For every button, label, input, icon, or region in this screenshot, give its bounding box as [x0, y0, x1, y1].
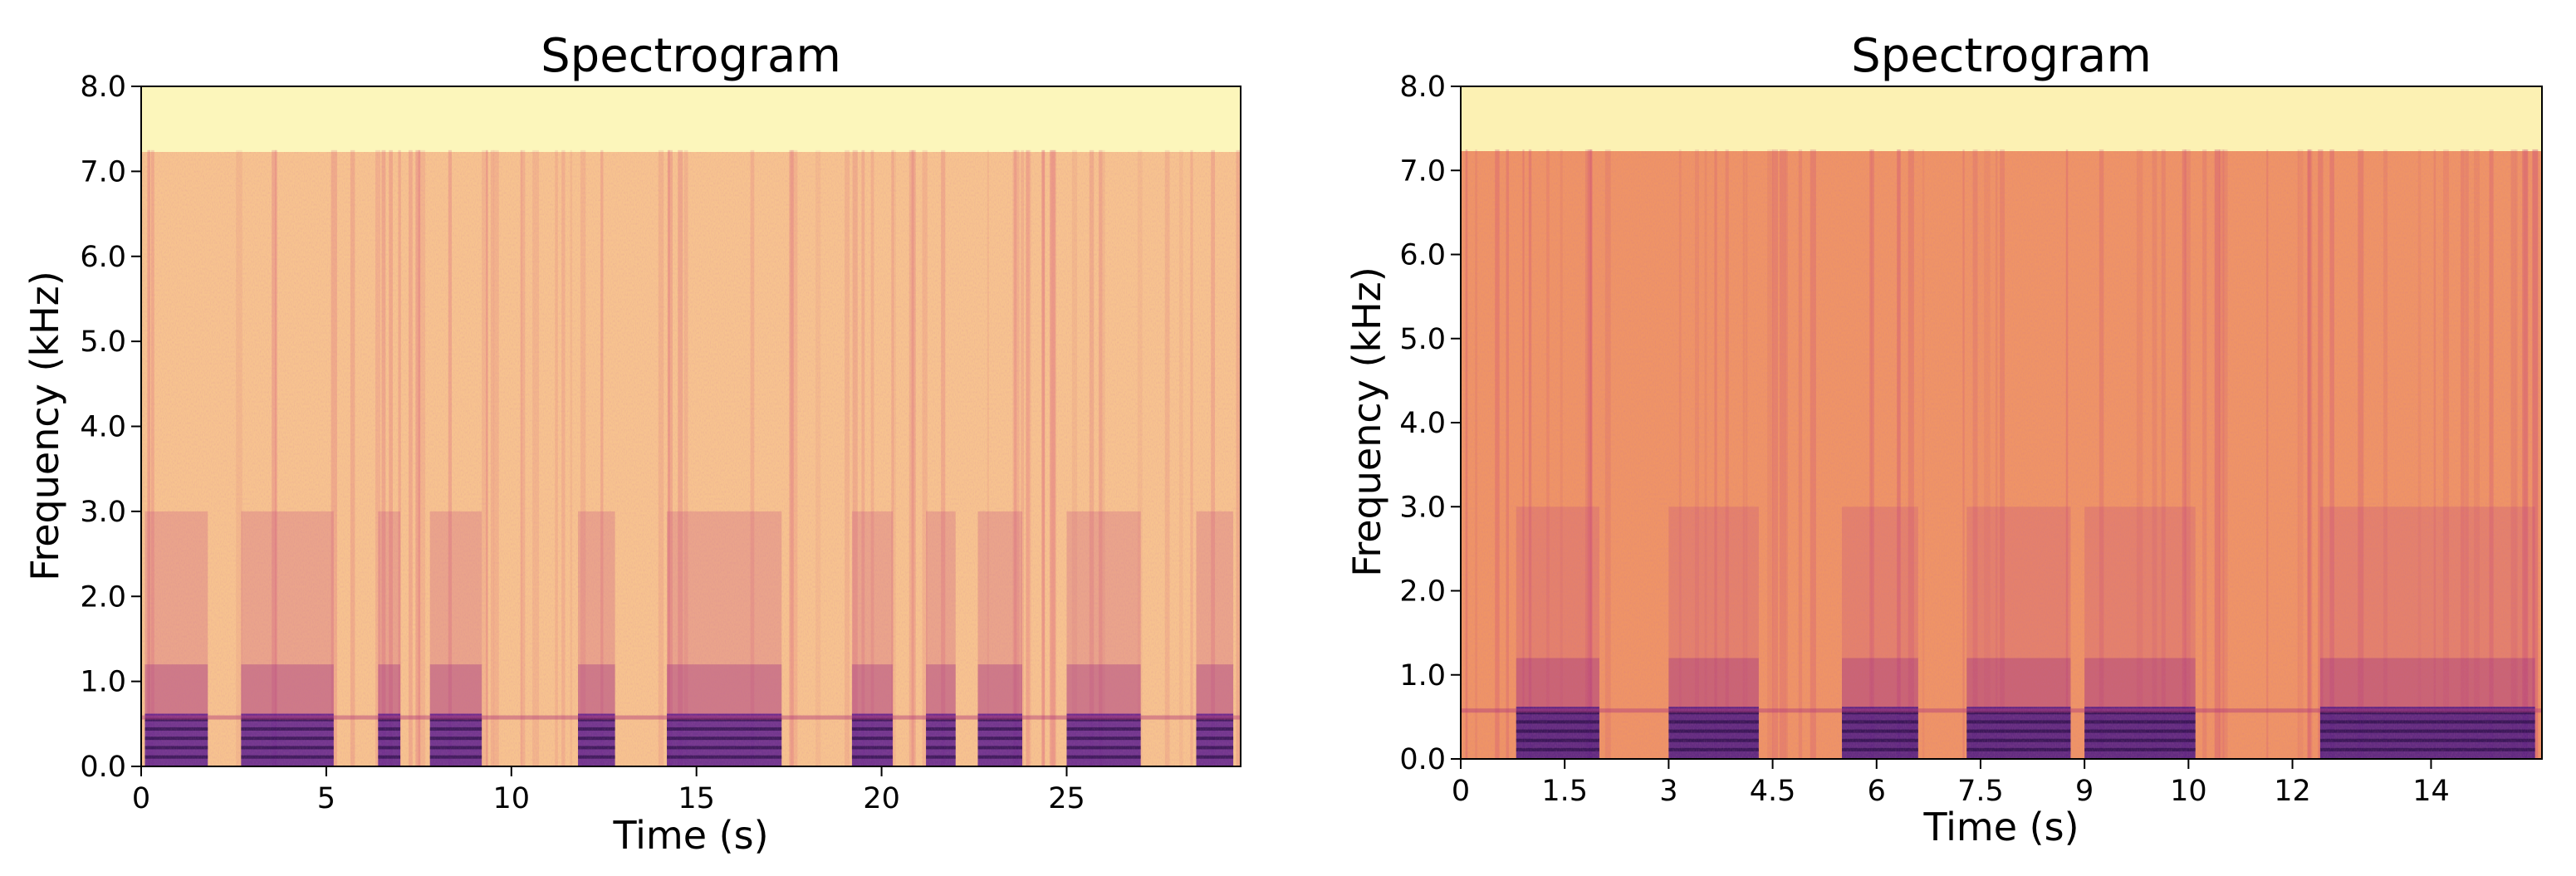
- x-tick-label: 1.5: [1541, 775, 1588, 808]
- y-axis-ticks-left: 0.0 1.0 2.0 3.0 4.0 5.0 6.0 7.0 8.0: [80, 71, 141, 784]
- x-tick-label: 25: [1048, 782, 1085, 815]
- x-axis-label-right: Time (s): [1922, 805, 2079, 849]
- x-tick-label: 0: [132, 782, 150, 815]
- y-tick-label: 7.0: [1399, 154, 1446, 188]
- x-tick-label: 9: [2075, 775, 2094, 808]
- x-tick-label: 0: [1452, 775, 1470, 808]
- spectrogram-panel-left: Spectrogram 0.01.02.03.04.05.06.07.08.0 …: [22, 29, 1241, 858]
- x-tick-label: 7.5: [1957, 775, 2004, 808]
- spectrogram-panel-right: Spectrogram 0.01.02.03.04.05.06.07.08.0 …: [1344, 29, 2543, 849]
- plot-area-right: [1461, 86, 2542, 759]
- y-tick-label: 3.0: [80, 496, 126, 529]
- x-axis-ticks-left: 0 5 10 15 20 25: [132, 766, 1085, 815]
- y-tick-label: 4.0: [80, 411, 126, 444]
- x-tick-label: 20: [863, 782, 900, 815]
- x-tick-label: 14: [2412, 775, 2450, 808]
- chart-title-right: Spectrogram: [1851, 29, 2152, 83]
- x-tick-label: 10: [2170, 775, 2207, 808]
- x-axis-ticks-right: 0 1.5 3 4.5 6 7.5 9 10 12 14: [1452, 759, 2450, 808]
- y-axis-label-left: Frequency (kHz): [22, 271, 67, 581]
- noise-texture-right: [1461, 151, 2542, 759]
- y-tick-label: 8.0: [1399, 71, 1446, 104]
- x-tick-label: 3: [1659, 775, 1677, 808]
- x-tick-label: 6: [1868, 775, 1886, 808]
- noise-texture-left: [141, 152, 1241, 766]
- y-tick-label: 5.0: [80, 325, 126, 359]
- y-tick-label: 4.0: [1399, 407, 1446, 440]
- y-axis-ticks-right: 0.0 1.0 2.0 3.0 4.0 5.0 6.0 7.0 8.0: [1399, 71, 1461, 776]
- y-tick-label: 2.0: [1399, 575, 1446, 609]
- y-axis-label-right: Frequency (kHz): [1344, 267, 1389, 577]
- x-tick-label: 4.5: [1750, 775, 1796, 808]
- y-tick-label: 5.0: [1399, 323, 1446, 356]
- x-axis-label-left: Time (s): [612, 813, 768, 858]
- y-tick-label: 0.0: [80, 751, 126, 784]
- y-tick-label: 6.0: [1399, 239, 1446, 272]
- y-tick-label: 2.0: [80, 580, 126, 614]
- y-tick-label: 3.0: [1399, 491, 1446, 524]
- x-tick-label: 5: [317, 782, 335, 815]
- x-tick-label: 12: [2274, 775, 2311, 808]
- y-tick-label: 0.0: [1399, 743, 1446, 776]
- y-tick-label: 6.0: [80, 241, 126, 274]
- y-tick-label: 1.0: [1399, 659, 1446, 692]
- x-tick-label: 15: [678, 782, 715, 815]
- y-tick-label: 8.0: [80, 71, 126, 104]
- plot-area-left: [141, 86, 1241, 766]
- y-tick-label: 1.0: [80, 666, 126, 699]
- x-tick-label: 10: [493, 782, 531, 815]
- cutoff-region-right: [1461, 86, 2542, 151]
- chart-title-left: Spectrogram: [541, 29, 841, 83]
- cutoff-region-left: [141, 86, 1241, 152]
- y-tick-label: 7.0: [80, 155, 126, 188]
